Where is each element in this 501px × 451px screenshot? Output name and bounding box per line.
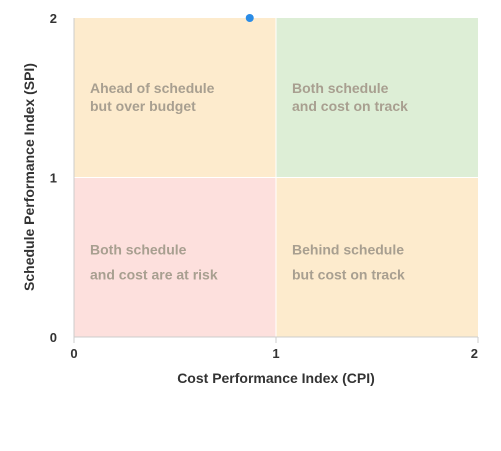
point-layer (245, 14, 254, 22)
x-tick-label-1: 1 (272, 346, 279, 361)
quadrant-label-bottom-left-line-1: Both schedule (90, 242, 187, 258)
y-tick-label-0: 0 (50, 330, 57, 345)
quadrant-label-layer: Ahead of schedule but over budget Both sch… (90, 80, 408, 283)
tick-layer: 0 1 2 0 1 2 (50, 11, 479, 361)
x-tick-label-0: 0 (70, 346, 77, 361)
data-point-0-0[interactable] (245, 14, 254, 22)
y-tick-label-1: 1 (50, 171, 57, 186)
quadrant-label-bottom-left-line-2: and cost are at risk (90, 267, 218, 283)
y-tick-label-2: 2 (50, 11, 57, 26)
quadrant-top-left (74, 18, 276, 178)
quadrant-label-top-left-line-1: Ahead of schedule (90, 80, 215, 96)
quadrant-bottom-right (276, 177, 478, 337)
quadrant-layer (74, 18, 478, 337)
y-axis-title: Schedule Performance Index (SPI) (21, 63, 37, 291)
quadrant-label-bottom-right-line-1: Behind schedule (292, 242, 404, 258)
quadrant-bottom-left (74, 177, 276, 337)
quadrant-label-top-right-line-2: and cost on track (292, 98, 408, 114)
x-tick-label-2: 2 (471, 346, 478, 361)
quadrant-label-top-right-line-1: Both schedule (292, 80, 389, 96)
quadrant-top-right (276, 18, 478, 178)
x-axis-title: Cost Performance Index (CPI) (177, 370, 375, 386)
quadrant-label-bottom-right-line-2: but cost on track (292, 267, 405, 283)
quadrant-label-top-left-line-2: but over budget (90, 98, 196, 114)
